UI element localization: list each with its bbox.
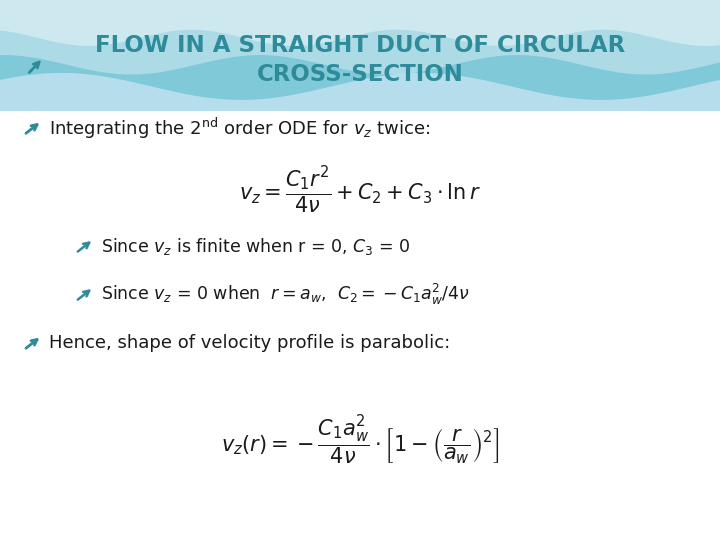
Polygon shape xyxy=(0,0,720,100)
Text: Integrating the 2$^{\mathregular{nd}}$ order ODE for $v_z$ twice:: Integrating the 2$^{\mathregular{nd}}$ o… xyxy=(49,116,431,140)
Polygon shape xyxy=(0,0,720,124)
Text: $v_z(r) = -\dfrac{C_1 a_w^2}{4\nu} \cdot \left[ 1 - \left(\dfrac{r}{a_w}\right)^: $v_z(r) = -\dfrac{C_1 a_w^2}{4\nu} \cdot… xyxy=(221,413,499,467)
Text: FLOW IN A STRAIGHT DUCT OF CIRCULAR: FLOW IN A STRAIGHT DUCT OF CIRCULAR xyxy=(95,35,625,57)
Text: Since $v_z$ is finite when r = 0, $C_3$ = 0: Since $v_z$ is finite when r = 0, $C_3$ … xyxy=(101,236,410,256)
Text: $v_z = \dfrac{C_1 r^2}{4\nu} + C_2 + C_3 \cdot \ln r$: $v_z = \dfrac{C_1 r^2}{4\nu} + C_2 + C_3… xyxy=(239,164,481,216)
Text: Hence, shape of velocity profile is parabolic:: Hence, shape of velocity profile is para… xyxy=(49,334,450,352)
Text: Since $v_z$ = 0 when  $r = a_w$,  $C_2 = -C_1 a_w^2 / 4\nu$: Since $v_z$ = 0 when $r = a_w$, $C_2 = -… xyxy=(101,282,469,307)
Polygon shape xyxy=(0,0,720,46)
Polygon shape xyxy=(0,111,720,540)
Polygon shape xyxy=(0,0,720,75)
Text: CROSS-SECTION: CROSS-SECTION xyxy=(256,63,464,86)
